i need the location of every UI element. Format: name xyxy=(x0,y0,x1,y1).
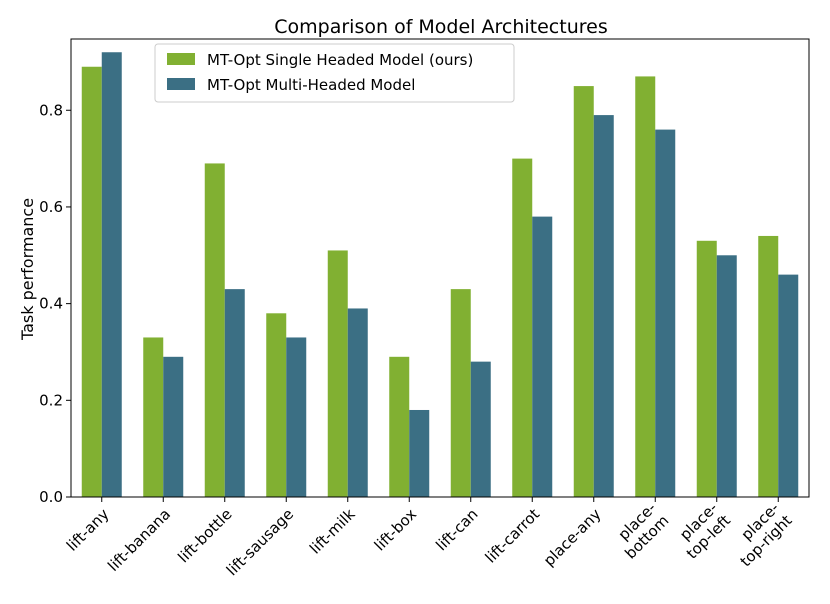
y-tick-label: 0.2 xyxy=(39,391,63,409)
bar-series1-lift-box xyxy=(389,356,410,497)
bar-series1-lift-any xyxy=(81,66,102,498)
bar-series2-lift-carrot xyxy=(532,216,553,497)
x-tick-label-place-top-left: place-top-left xyxy=(670,499,734,563)
bar-series1-lift-sausage xyxy=(266,313,287,497)
bar-series1-lift-bottle xyxy=(204,163,225,497)
x-tick-label-place-bottom: place-bottom xyxy=(609,499,673,563)
bar-series2-lift-bottle xyxy=(224,289,245,497)
y-ticks-group: 0.0 0.2 0.4 0.6 0.8 xyxy=(39,101,71,506)
legend-label: MT-Opt Multi-Headed Model xyxy=(207,76,415,94)
y-tick-label: 0.0 xyxy=(39,488,63,506)
legend-label: MT-Opt Single Headed Model (ours) xyxy=(207,51,473,69)
x-tick-label-place-any: place-any xyxy=(540,505,605,570)
x-tick-label-lift-sausage: lift-sausage xyxy=(223,505,297,579)
x-tick-label-lift-box: lift-box xyxy=(371,505,420,554)
bar-series2-place-bottom xyxy=(655,129,676,497)
bar-series1-place-top-left xyxy=(696,240,717,497)
axes-group xyxy=(70,38,810,498)
bar-series2-place-top-right xyxy=(778,274,799,497)
y-tick-label: 0.8 xyxy=(39,101,63,119)
bar-series2-place-any xyxy=(593,115,614,498)
bar-series2-lift-sausage xyxy=(286,337,307,497)
bar-series1-lift-carrot xyxy=(512,158,533,498)
bar-series1-place-any xyxy=(573,86,594,497)
x-tick-label-lift-banana: lift-banana xyxy=(104,505,174,575)
bar-series1-lift-banana xyxy=(143,337,164,497)
x-tick-label-lift-can: lift-can xyxy=(432,505,481,554)
x-tick-label-lift-milk: lift-milk xyxy=(306,505,359,558)
bars-group xyxy=(81,52,799,498)
bar-series2-lift-milk xyxy=(347,308,368,497)
bar-series2-lift-banana xyxy=(163,356,184,497)
chart-title: Comparison of Model Architectures xyxy=(274,16,607,38)
bar-series2-lift-any xyxy=(101,52,122,497)
bar-series2-lift-box xyxy=(409,409,430,497)
legend-swatch xyxy=(167,78,195,90)
bar-series1-lift-milk xyxy=(327,250,348,497)
bar-series2-place-top-left xyxy=(716,255,737,497)
plot-frame xyxy=(70,38,810,498)
y-axis-label: Task performance xyxy=(18,198,37,341)
x-tick-label-lift-any: lift-any xyxy=(63,505,113,555)
y-tick-label: 0.6 xyxy=(39,198,63,216)
bar-series1-place-top-right xyxy=(758,235,779,497)
legend-box xyxy=(154,43,515,103)
bar-series2-lift-can xyxy=(470,361,491,497)
x-tick-label-lift-carrot: lift-carrot xyxy=(482,505,544,567)
x-tick-label-place-top-right: place-top-right xyxy=(724,499,796,571)
bar-series1-place-bottom xyxy=(635,76,656,497)
y-tick-label: 0.4 xyxy=(39,295,63,313)
legend-swatch xyxy=(167,53,195,65)
bar-series1-lift-can xyxy=(450,289,471,497)
legend: MT-Opt Single Headed Model (ours) MT-Opt … xyxy=(154,43,515,103)
x-tick-label-lift-bottle: lift-bottle xyxy=(174,505,235,566)
